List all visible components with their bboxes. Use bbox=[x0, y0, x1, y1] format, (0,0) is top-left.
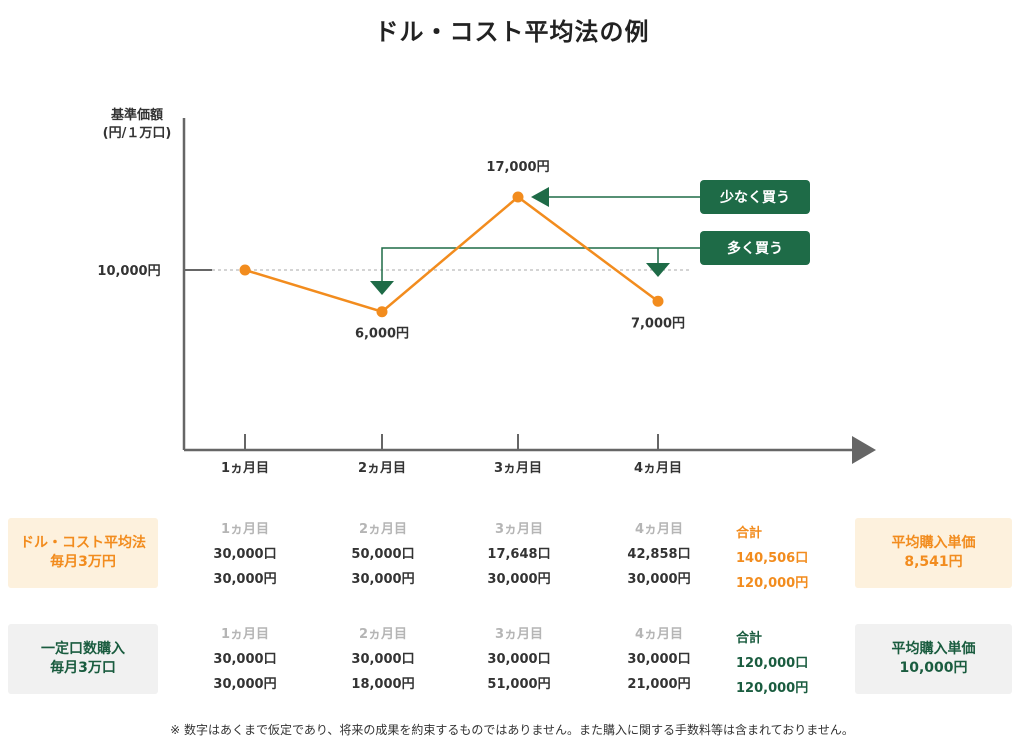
total-header: 合計 bbox=[736, 526, 763, 541]
arrow-buy-more-head-1 bbox=[370, 281, 394, 295]
plan-dca-label-line2: 毎月3万円 bbox=[50, 554, 116, 570]
plan-dca-average: 平均購入単価 8,541円 bbox=[855, 518, 1012, 588]
x-tick-label: 1ヵ月目 bbox=[221, 461, 269, 476]
plan-dca-month4: 4ヵ月目 42,858口 30,000円 bbox=[604, 517, 714, 592]
data-label: 7,000円 bbox=[631, 316, 685, 331]
plan-fixed-label: 一定口数購入 毎月3万口 bbox=[8, 624, 158, 694]
plan-fixed-month1: 1ヵ月目 30,000口 30,000円 bbox=[190, 622, 300, 697]
plan-fixed-average: 平均購入単価 10,000円 bbox=[855, 624, 1012, 694]
amount-cell: 18,000円 bbox=[351, 677, 415, 692]
buy-more-badge-text: 多く買う bbox=[727, 240, 783, 257]
plan-fixed-month2: 2ヵ月目 30,000口 18,000円 bbox=[328, 622, 438, 697]
amount-cell: 21,000円 bbox=[627, 677, 691, 692]
plan-fixed-month3: 3ヵ月目 30,000口 51,000円 bbox=[464, 622, 574, 697]
data-point bbox=[652, 295, 664, 307]
data-label: 17,000円 bbox=[486, 160, 549, 175]
units-cell: 30,000口 bbox=[487, 652, 551, 667]
x-tick-label: 4ヵ月目 bbox=[634, 461, 682, 476]
amount-cell: 30,000円 bbox=[213, 677, 277, 692]
total-units: 120,000口 bbox=[736, 656, 809, 671]
plan-fixed-total: 合計 120,000口 120,000円 bbox=[736, 626, 836, 701]
units-cell: 30,000口 bbox=[627, 652, 691, 667]
units-cell: 30,000口 bbox=[213, 652, 277, 667]
total-amount: 120,000円 bbox=[736, 576, 809, 591]
amount-cell: 51,000円 bbox=[487, 677, 551, 692]
units-cell: 17,648口 bbox=[487, 547, 551, 562]
price-series-line bbox=[244, 195, 659, 314]
amount-cell: 30,000円 bbox=[351, 572, 415, 587]
month-header: 4ヵ月目 bbox=[634, 627, 684, 642]
buy-more-badge bbox=[700, 231, 810, 265]
buy-less-badge-text: 少なく買う bbox=[719, 189, 790, 206]
total-amount: 120,000円 bbox=[736, 681, 809, 696]
data-label: 6,000円 bbox=[355, 327, 409, 342]
data-point bbox=[239, 264, 251, 276]
month-header: 3ヵ月目 bbox=[494, 522, 544, 537]
arrow-buy-more-head-2 bbox=[646, 263, 670, 277]
plan-fixed-label-line1: 一定口数購入 bbox=[41, 641, 125, 657]
amount-cell: 30,000円 bbox=[487, 572, 551, 587]
month-header: 1ヵ月目 bbox=[220, 522, 270, 537]
disclaimer-note: ※ 数字はあくまで仮定であり、将来の成果を約束するものではありません。また購入に… bbox=[170, 723, 854, 737]
average-value: 10,000円 bbox=[899, 660, 968, 676]
units-cell: 42,858口 bbox=[627, 547, 691, 562]
y-axis-label-line1: 基準価額 bbox=[110, 107, 163, 123]
month-header: 1ヵ月目 bbox=[220, 627, 270, 642]
average-title: 平均購入単価 bbox=[891, 641, 976, 657]
units-cell: 30,000口 bbox=[213, 547, 277, 562]
plan-fixed-label-line2: 毎月3万口 bbox=[50, 660, 116, 676]
total-units: 140,506口 bbox=[736, 551, 809, 566]
data-point bbox=[376, 306, 388, 318]
total-header: 合計 bbox=[736, 631, 763, 646]
month-header: 2ヵ月目 bbox=[358, 522, 408, 537]
month-header: 3ヵ月目 bbox=[494, 627, 544, 642]
month-header: 2ヵ月目 bbox=[358, 627, 408, 642]
arrow-buy-less-head bbox=[531, 187, 549, 207]
plan-dca-month2: 2ヵ月目 50,000口 30,000円 bbox=[328, 517, 438, 592]
plan-dca-total: 合計 140,506口 120,000円 bbox=[736, 521, 836, 596]
amount-cell: 30,000円 bbox=[627, 572, 691, 587]
line-chart: 基準価額 (円/１万口) 10,000円 1ヵ月目 2ヵ月目 3ヵ月目 4ヵ月目 少な… bbox=[97, 107, 876, 476]
chart-title: ドル・コスト平均法の例 bbox=[374, 18, 650, 46]
reference-label: 10,000円 bbox=[97, 264, 160, 279]
plan-dca-month1: 1ヵ月目 30,000口 30,000円 bbox=[190, 517, 300, 592]
x-tick-label: 3ヵ月目 bbox=[494, 461, 542, 476]
y-axis-label-line2: (円/１万口) bbox=[103, 126, 172, 141]
month-header: 4ヵ月目 bbox=[634, 522, 684, 537]
x-tick-label: 2ヵ月目 bbox=[358, 461, 406, 476]
buy-less-badge bbox=[700, 180, 810, 214]
x-axis-arrow bbox=[852, 436, 876, 464]
plan-dca-month3: 3ヵ月目 17,648口 30,000円 bbox=[464, 517, 574, 592]
amount-cell: 30,000円 bbox=[213, 572, 277, 587]
average-value: 8,541円 bbox=[904, 554, 963, 570]
average-title: 平均購入単価 bbox=[891, 535, 976, 551]
plan-dca-label-line1: ドル・コスト平均法 bbox=[20, 535, 146, 551]
arrow-buy-more-line bbox=[381, 247, 700, 282]
units-cell: 30,000口 bbox=[351, 652, 415, 667]
data-point bbox=[512, 191, 524, 203]
plan-fixed-month4: 4ヵ月目 30,000口 21,000円 bbox=[604, 622, 714, 697]
units-cell: 50,000口 bbox=[351, 547, 415, 562]
plan-dca-label: ドル・コスト平均法 毎月3万円 bbox=[8, 518, 158, 588]
